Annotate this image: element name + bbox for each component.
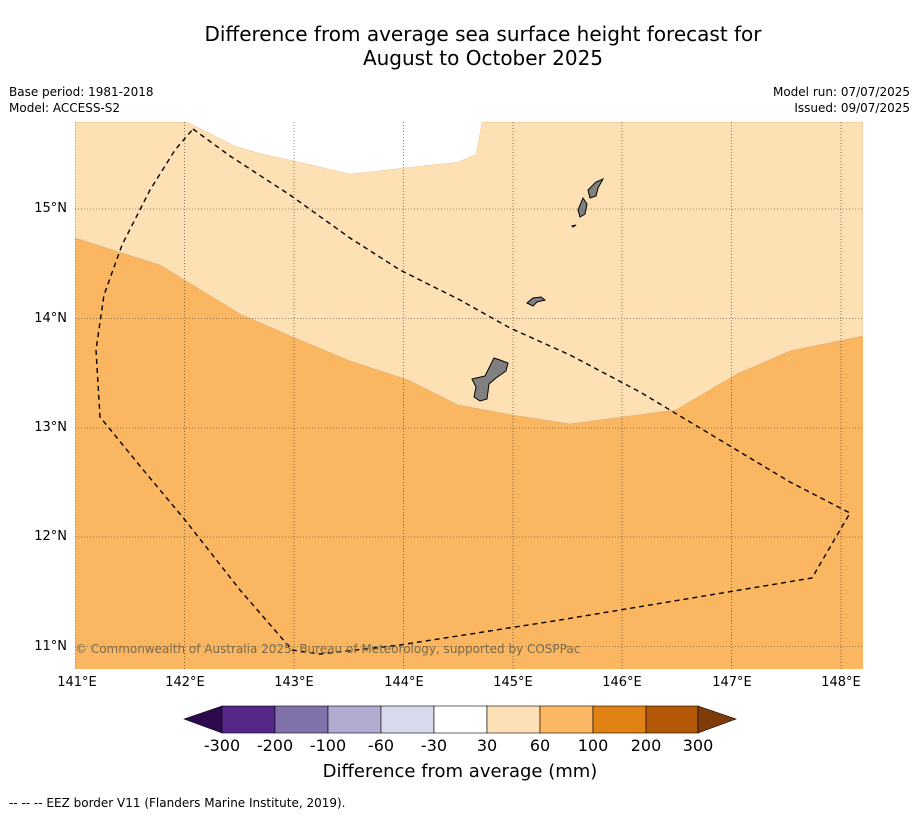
colorbar-tick: 300 xyxy=(682,736,714,755)
lat-tick: 13°N xyxy=(34,420,67,435)
colorbar-tick: -100 xyxy=(309,736,347,755)
island-rota xyxy=(526,296,547,307)
colorbar-tick: 100 xyxy=(577,736,609,755)
lat-tick: 14°N xyxy=(34,311,67,326)
band-neutral xyxy=(187,122,482,174)
colorbar-tick: 30 xyxy=(476,736,498,755)
lon-tick: 146°E xyxy=(602,675,642,690)
model-run: Model run: 07/07/2025 xyxy=(772,85,910,99)
lon-tick: 147°E xyxy=(712,675,752,690)
lon-tick: 143°E xyxy=(274,675,314,690)
island-tinian xyxy=(577,196,588,218)
meta-left: Base period: 1981-2018 Model: ACCESS-S2 xyxy=(9,84,154,116)
island-aguijan xyxy=(571,224,577,228)
issued-date: Issued: 09/07/2025 xyxy=(794,101,910,115)
lon-tick: 145°E xyxy=(493,675,533,690)
land xyxy=(471,177,605,402)
copyright-text: © Commonwealth of Australia 2025, Bureau… xyxy=(75,642,580,656)
map-area xyxy=(75,122,863,669)
colorbar-tick: -300 xyxy=(203,736,241,755)
lat-tick: 11°N xyxy=(34,639,67,654)
colorbar-under xyxy=(183,705,223,734)
colorbar-bin xyxy=(539,705,594,734)
colorbar-bin xyxy=(486,705,541,734)
lon-tick: 141°E xyxy=(57,675,97,690)
colorbar-bin xyxy=(645,705,699,734)
map-title-line1: Difference from average sea surface heig… xyxy=(204,22,762,46)
graticule xyxy=(75,122,863,669)
lon-tick: 148°E xyxy=(821,675,861,690)
colorbar-bin xyxy=(274,705,329,734)
colorbar-bin xyxy=(380,705,435,734)
model-name: Model: ACCESS-S2 xyxy=(9,101,121,115)
eez-border xyxy=(95,128,851,655)
meta-right: Model run: 07/07/2025 Issued: 09/07/2025 xyxy=(773,84,910,116)
colorbar-tick: -30 xyxy=(420,736,448,755)
colorbar-bin xyxy=(592,705,647,734)
colorbar-tick: 200 xyxy=(630,736,662,755)
island-guam xyxy=(471,357,509,402)
colorbar-tick: 60 xyxy=(529,736,551,755)
colorbar-tick: -60 xyxy=(367,736,395,755)
map-title-line2: August to October 2025 xyxy=(362,46,604,70)
lon-tick: 142°E xyxy=(165,675,205,690)
island-saipan xyxy=(587,177,605,199)
lat-tick: 15°N xyxy=(34,201,67,216)
colorbar-label: Difference from average (mm) xyxy=(322,761,598,782)
colorbar-tick: -200 xyxy=(256,736,294,755)
colorbar-bin xyxy=(433,705,488,734)
lat-tick: 12°N xyxy=(34,529,67,544)
colorbar-over xyxy=(697,705,737,734)
eez-footnote: -- -- -- EEZ border V11 (Flanders Marine… xyxy=(9,796,346,810)
base-period: Base period: 1981-2018 xyxy=(9,85,154,99)
map-title: Difference from average sea surface heig… xyxy=(0,22,919,70)
colorbar xyxy=(183,705,737,734)
lon-tick: 144°E xyxy=(384,675,424,690)
colorbar-bin xyxy=(221,705,276,734)
colorbar-bin xyxy=(327,705,382,734)
